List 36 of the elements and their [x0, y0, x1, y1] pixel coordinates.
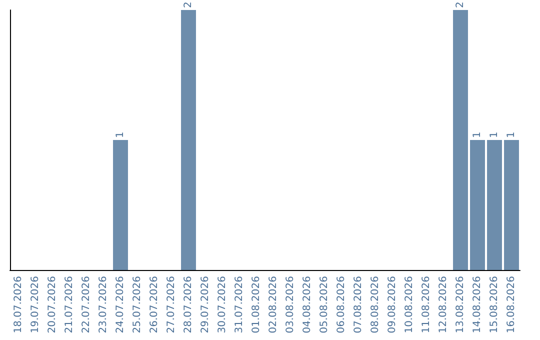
x-tick-label: 08.08.2026 — [370, 276, 381, 334]
x-tick-label: 13.08.2026 — [455, 276, 466, 334]
data-label: 2 — [455, 2, 466, 8]
x-tick-label: 09.08.2026 — [387, 276, 398, 334]
x-tick-label: 31.07.2026 — [234, 276, 245, 334]
x-tick-label: 30.07.2026 — [217, 276, 228, 334]
x-tick-label: 01.08.2026 — [251, 276, 262, 334]
x-tick-label: 22.07.2026 — [81, 276, 92, 334]
x-tick-label: 28.07.2026 — [183, 276, 194, 334]
x-tick-label: 11.08.2026 — [421, 276, 432, 334]
x-tick-label: 24.07.2026 — [115, 276, 126, 334]
x-tick-label: 05.08.2026 — [319, 276, 330, 334]
x-tick-label: 20.07.2026 — [47, 276, 58, 334]
x-tick-label: 04.08.2026 — [302, 276, 313, 334]
x-tick-label: 26.07.2026 — [149, 276, 160, 334]
x-tick-label: 18.07.2026 — [13, 276, 24, 334]
data-label: 1 — [472, 132, 483, 138]
x-tick-label: 02.08.2026 — [268, 276, 279, 334]
x-tick-label: 10.08.2026 — [404, 276, 415, 334]
x-tick-label: 06.08.2026 — [336, 276, 347, 334]
x-tick-label: 29.07.2026 — [200, 276, 211, 334]
data-label: 1 — [506, 132, 517, 138]
x-tick-label: 12.08.2026 — [438, 276, 449, 334]
x-tick-label: 16.08.2026 — [506, 276, 517, 334]
x-tick-label: 27.07.2026 — [166, 276, 177, 334]
x-tick-label: 21.07.2026 — [64, 276, 75, 334]
x-tick-label: 25.07.2026 — [132, 276, 143, 334]
x-tick-label: 03.08.2026 — [285, 276, 296, 334]
x-tick-label: 14.08.2026 — [472, 276, 483, 334]
data-label: 1 — [115, 132, 126, 138]
data-label: 1 — [489, 132, 500, 138]
x-tick-label: 07.08.2026 — [353, 276, 364, 334]
x-tick-label: 23.07.2026 — [98, 276, 109, 334]
data-label: 2 — [183, 2, 194, 8]
x-tick-label: 15.08.2026 — [489, 276, 500, 334]
x-tick-label: 19.07.2026 — [30, 276, 41, 334]
